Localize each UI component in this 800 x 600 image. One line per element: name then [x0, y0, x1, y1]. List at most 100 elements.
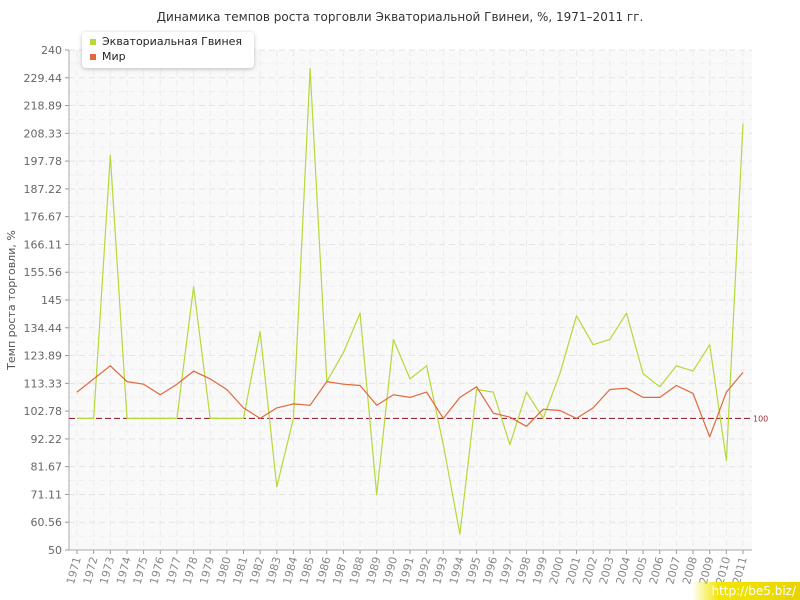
y-tick-label: 229.44 [24, 72, 63, 85]
data-point-equatorial-guinea [76, 417, 79, 420]
data-point-world [225, 388, 228, 391]
data-point-world [658, 396, 661, 399]
data-point-equatorial-guinea [292, 417, 295, 420]
data-point-world [508, 416, 511, 419]
y-tick-label: 145 [41, 294, 62, 307]
data-point-equatorial-guinea [159, 417, 162, 420]
data-point-world [542, 408, 545, 411]
data-point-world [692, 392, 695, 395]
data-point-world [92, 377, 95, 380]
data-point-world [742, 371, 745, 374]
data-point-equatorial-guinea [209, 417, 212, 420]
y-tick-label: 60.56 [31, 516, 63, 529]
data-point-equatorial-guinea [558, 372, 561, 375]
legend-item-world[interactable]: Мир [90, 50, 126, 64]
series-line-equatorial-guinea [77, 67, 744, 535]
data-point-equatorial-guinea [425, 364, 428, 367]
data-point-world [592, 406, 595, 409]
data-point-world [259, 417, 262, 420]
y-tick-label: 218.89 [24, 100, 63, 113]
y-tick-label: 166.11 [24, 238, 63, 251]
data-point-world [442, 417, 445, 420]
y-tick-label: 176.67 [24, 211, 63, 224]
data-point-world [475, 385, 478, 388]
legend-swatch-world [90, 54, 96, 60]
data-point-world [175, 383, 178, 386]
data-point-equatorial-guinea [492, 391, 495, 394]
y-tick-label: 102.78 [24, 405, 63, 418]
data-point-equatorial-guinea [309, 67, 312, 70]
data-point-world [409, 396, 412, 399]
data-point-equatorial-guinea [92, 417, 95, 420]
y-axis-title: Темп роста торговли, % [5, 230, 18, 371]
data-point-equatorial-guinea [742, 122, 745, 125]
y-tick-label: 92.22 [31, 433, 63, 446]
y-tick-label: 71.11 [31, 488, 63, 501]
data-point-world [575, 417, 578, 420]
y-tick-label: 155.56 [24, 266, 63, 279]
data-point-equatorial-guinea [359, 312, 362, 315]
data-point-equatorial-guinea [225, 417, 228, 420]
data-point-world [458, 396, 461, 399]
y-tick-label: 123.89 [24, 350, 63, 363]
legend-swatch-equatorial-guinea [90, 39, 96, 45]
site-watermark[interactable]: http://be5.biz/ [692, 582, 800, 600]
data-point-equatorial-guinea [142, 417, 145, 420]
data-point-world [292, 402, 295, 405]
chart-title: Динамика темпов роста торговли Экваториа… [156, 10, 644, 24]
data-point-world [558, 409, 561, 412]
y-tick-label: 187.22 [24, 183, 63, 196]
data-point-equatorial-guinea [525, 391, 528, 394]
data-point-equatorial-guinea [125, 417, 128, 420]
data-point-world [392, 393, 395, 396]
data-point-world [725, 391, 728, 394]
data-point-equatorial-guinea [458, 533, 461, 536]
data-point-world [142, 383, 145, 386]
data-point-equatorial-guinea [175, 417, 178, 420]
data-point-world [359, 384, 362, 387]
data-point-equatorial-guinea [575, 314, 578, 317]
data-point-world [625, 387, 628, 390]
data-point-world [109, 364, 112, 367]
data-point-world [492, 412, 495, 415]
data-point-world [375, 404, 378, 407]
y-tick-label: 208.33 [24, 127, 63, 140]
data-point-world [642, 396, 645, 399]
y-tick-label: 240 [41, 44, 62, 57]
data-point-equatorial-guinea [692, 370, 695, 373]
data-point-equatorial-guinea [275, 485, 278, 488]
data-point-equatorial-guinea [392, 338, 395, 341]
data-point-equatorial-guinea [725, 459, 728, 462]
y-tick-label: 50 [48, 544, 62, 557]
data-point-world [608, 388, 611, 391]
data-point-equatorial-guinea [542, 417, 545, 420]
data-point-world [125, 380, 128, 383]
data-point-world [192, 370, 195, 373]
y-tick-label: 197.78 [24, 155, 63, 168]
series-line-world [76, 365, 744, 438]
data-point-equatorial-guinea [409, 377, 412, 380]
y-tick-label: 134.44 [24, 322, 63, 335]
data-point-world [209, 377, 212, 380]
data-point-world [425, 391, 428, 394]
legend-item-equatorial-guinea[interactable]: Экваториальная Гвинея [90, 35, 242, 49]
reference-line-label: 100 [753, 414, 768, 423]
data-point-equatorial-guinea [259, 330, 262, 333]
data-point-equatorial-guinea [658, 385, 661, 388]
data-point-equatorial-guinea [442, 443, 445, 446]
data-point-world [325, 380, 328, 383]
data-point-world [708, 435, 711, 438]
data-point-equatorial-guinea [708, 343, 711, 346]
data-point-world [525, 425, 528, 428]
legend-label: Мир [102, 50, 126, 63]
data-point-equatorial-guinea [508, 443, 511, 446]
data-point-equatorial-guinea [242, 417, 245, 420]
chart-legend: Экваториальная Гвинея Мир [82, 32, 254, 68]
data-point-equatorial-guinea [342, 351, 345, 354]
data-point-equatorial-guinea [109, 154, 112, 157]
data-point-equatorial-guinea [675, 364, 678, 367]
data-point-world [309, 404, 312, 407]
data-point-world [159, 393, 162, 396]
legend-label: Экваториальная Гвинея [102, 35, 243, 48]
